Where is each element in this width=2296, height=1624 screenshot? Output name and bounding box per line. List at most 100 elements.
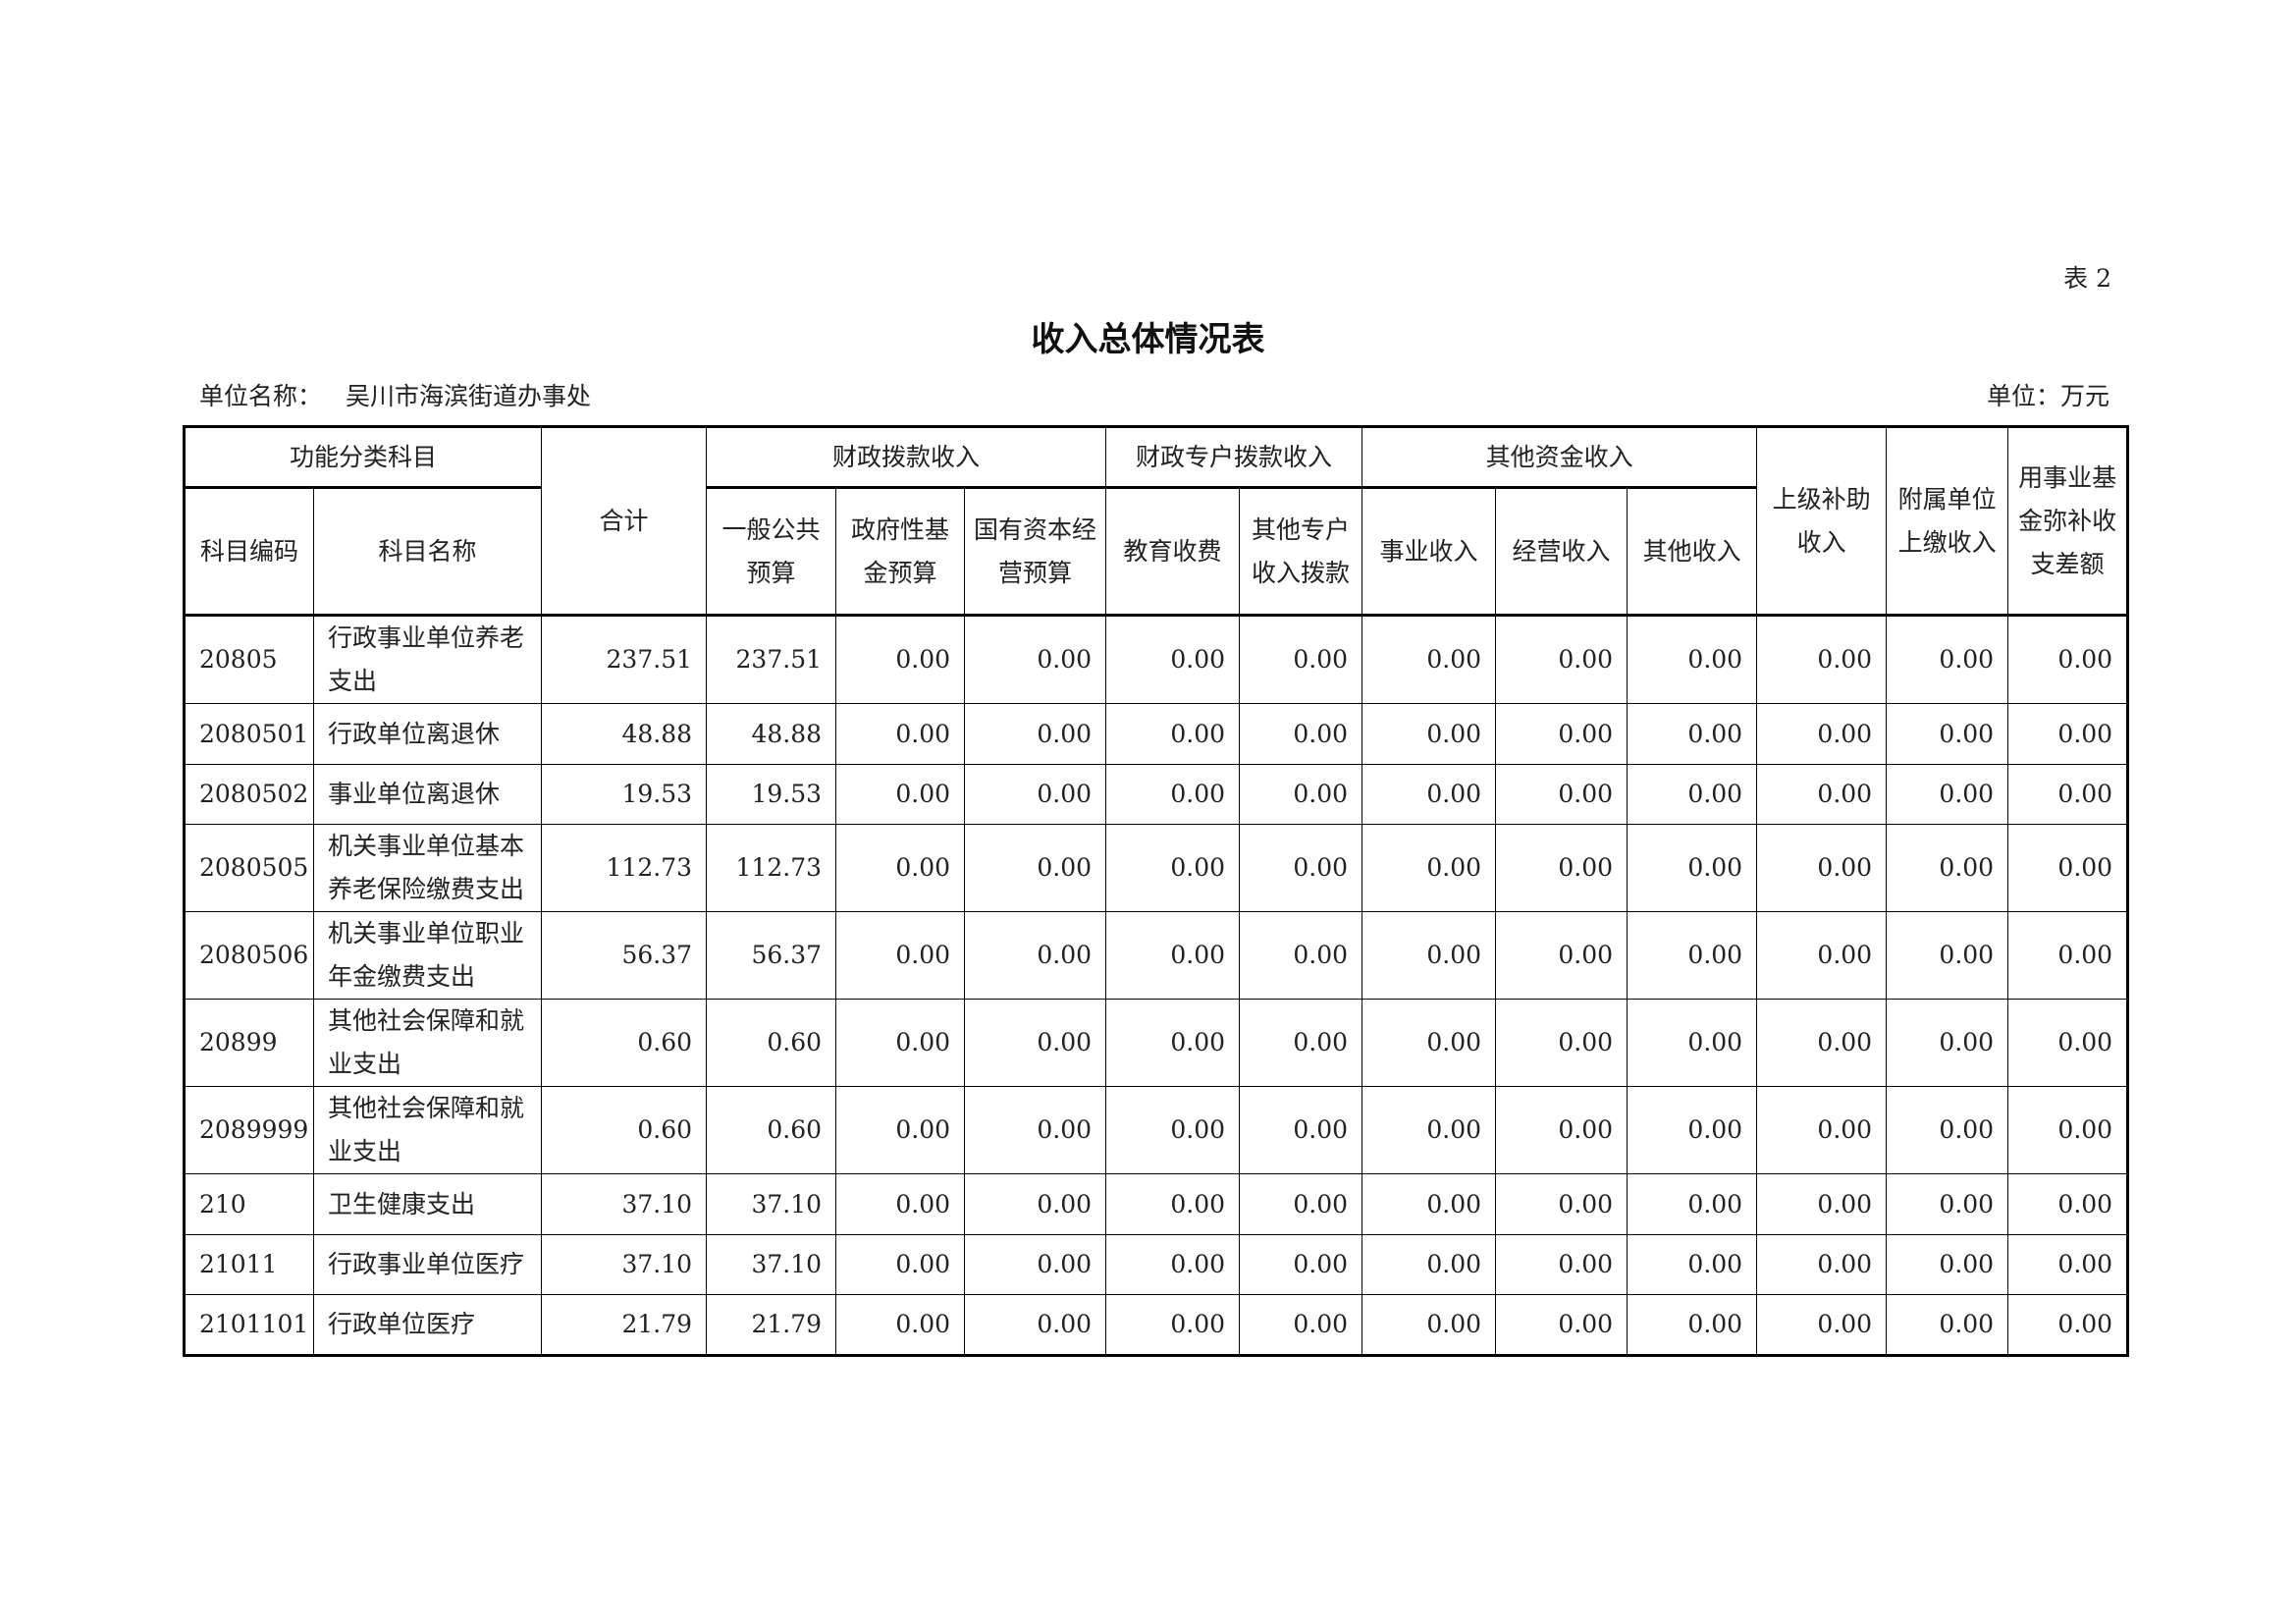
cell-value: 19.53 — [706, 764, 837, 825]
cell-code: 21011 — [184, 1234, 314, 1295]
cell-value: 0.00 — [1495, 911, 1629, 1000]
cell-value: 56.37 — [541, 911, 708, 1000]
cell-value: 0.00 — [1239, 999, 1363, 1087]
cell-value: 0.00 — [964, 999, 1107, 1087]
table-row: 210 卫生健康支出 37.10 37.10 0.00 0.00 0.00 0.00 0.00 0… — [184, 1173, 2129, 1235]
cell-value: 37.10 — [541, 1234, 708, 1295]
cell-value: 48.88 — [706, 703, 837, 765]
cell-value: 37.10 — [541, 1173, 708, 1235]
cell-value: 0.00 — [964, 911, 1107, 1000]
cell-value: 0.00 — [1495, 764, 1629, 825]
cell-value: 19.53 — [541, 764, 708, 825]
cell-code: 2080506 — [184, 911, 314, 1000]
cell-value: 237.51 — [541, 615, 708, 704]
cell-value: 0.00 — [1239, 911, 1363, 1000]
cell-value: 0.00 — [1756, 824, 1888, 912]
table-row: 2089999 其他社会保障和就业支出 0.60 0.60 0.00 0.00 0.00 0.… — [184, 1086, 2129, 1174]
cell-value: 48.88 — [541, 703, 708, 765]
cell-value: 0.00 — [1362, 703, 1497, 765]
header-name: 科目名称 — [312, 487, 543, 617]
cell-value: 0.00 — [1239, 615, 1363, 704]
cell-value: 0.00 — [1239, 703, 1363, 765]
header-business: 事业收入 — [1362, 487, 1497, 617]
cell-value: 0.00 — [1495, 824, 1629, 912]
cell-value: 0.00 — [835, 824, 966, 912]
cell-value: 0.00 — [1362, 1086, 1497, 1174]
cell-value: 0.00 — [1239, 1086, 1363, 1174]
cell-name: 事业单位离退休 — [312, 764, 543, 825]
cell-value: 0.00 — [964, 1234, 1107, 1295]
cell-value: 0.60 — [541, 999, 708, 1087]
cell-value: 0.00 — [835, 615, 966, 704]
header-superior-subsidy: 上级补助收入 — [1756, 426, 1888, 617]
cell-code: 20805 — [184, 615, 314, 704]
cell-value: 112.73 — [706, 824, 837, 912]
cell-value: 0.00 — [1495, 1234, 1629, 1295]
cell-value: 0.00 — [1886, 1173, 2009, 1235]
header-fund-balance: 用事业基金弥补收支差额 — [2007, 426, 2129, 617]
cell-value: 0.00 — [1362, 999, 1497, 1087]
cell-value: 0.00 — [1886, 911, 2009, 1000]
cell-value: 0.00 — [964, 1086, 1107, 1174]
cell-value: 0.00 — [2007, 764, 2129, 825]
header-subject-group: 功能分类科目 — [183, 426, 543, 489]
page-title: 收入总体情况表 — [1031, 320, 1265, 359]
cell-value: 0.00 — [1105, 764, 1241, 825]
cell-value: 0.00 — [1362, 911, 1497, 1000]
cell-value: 0.00 — [1627, 911, 1758, 1000]
cell-name: 其他社会保障和就业支出 — [312, 1086, 543, 1174]
cell-value: 0.00 — [1627, 999, 1758, 1087]
cell-value: 0.00 — [835, 911, 966, 1000]
cell-name: 行政事业单位医疗 — [312, 1234, 543, 1295]
cell-value: 0.60 — [706, 1086, 837, 1174]
cell-value: 21.79 — [706, 1294, 837, 1356]
cell-value: 0.00 — [1362, 1234, 1497, 1295]
cell-value: 0.00 — [835, 1173, 966, 1235]
cell-value: 0.00 — [1362, 764, 1497, 825]
cell-value: 0.00 — [2007, 703, 2129, 765]
table-number: 表 2 — [2063, 264, 2111, 293]
cell-value: 0.00 — [1627, 1173, 1758, 1235]
header-general: 一般公共预算 — [706, 487, 837, 617]
cell-value: 0.00 — [1627, 824, 1758, 912]
header-state-capital: 国有资本经营预算 — [964, 487, 1107, 617]
header-other-group: 其他资金收入 — [1362, 426, 1758, 489]
cell-value: 0.60 — [706, 999, 837, 1087]
cell-value: 0.00 — [1105, 615, 1241, 704]
header-operating: 经营收入 — [1495, 487, 1629, 617]
table-row: 21011 行政事业单位医疗 37.10 37.10 0.00 0.00 0.00 0.00 0… — [184, 1234, 2129, 1295]
cell-value: 0.00 — [1756, 1294, 1888, 1356]
table-body: 20805 行政事业单位养老支出 237.51 237.51 0.00 0.00 0.00 0… — [184, 615, 2129, 1356]
cell-value: 0.00 — [1886, 999, 2009, 1087]
cell-code: 2080505 — [184, 824, 314, 912]
cell-value: 112.73 — [541, 824, 708, 912]
cell-value: 0.00 — [1105, 703, 1241, 765]
cell-value: 0.00 — [1239, 1234, 1363, 1295]
cell-code: 2089999 — [184, 1086, 314, 1174]
cell-value: 0.00 — [1362, 1173, 1497, 1235]
cell-name: 行政单位医疗 — [312, 1294, 543, 1356]
cell-value: 0.00 — [964, 824, 1107, 912]
cell-value: 0.00 — [1105, 911, 1241, 1000]
cell-name: 卫生健康支出 — [312, 1173, 543, 1235]
cell-value: 0.00 — [835, 1234, 966, 1295]
header-gov-fund: 政府性基金预算 — [835, 487, 966, 617]
unit-name: 单位名称： 吴川市海滨街道办事处 — [199, 377, 614, 412]
cell-value: 0.00 — [1627, 703, 1758, 765]
cell-value: 0.00 — [1495, 615, 1629, 704]
cell-value: 0.00 — [1495, 1294, 1629, 1356]
cell-value: 0.00 — [2007, 999, 2129, 1087]
header-affiliated: 附属单位上缴收入 — [1886, 426, 2009, 617]
cell-value: 0.00 — [1886, 824, 2009, 912]
cell-value: 0.00 — [2007, 911, 2129, 1000]
table-row: 2080506 机关事业单位职业年金缴费支出 56.37 56.37 0.00 0.00 0… — [184, 911, 2129, 1000]
cell-value: 0.00 — [1495, 1173, 1629, 1235]
cell-value: 0.00 — [1627, 1294, 1758, 1356]
cell-value: 37.10 — [706, 1234, 837, 1295]
cell-value: 0.00 — [1886, 1234, 2009, 1295]
unit-name-label: 单位名称： — [199, 382, 323, 410]
cell-name: 机关事业单位职业年金缴费支出 — [312, 911, 543, 1000]
cell-value: 0.00 — [1627, 615, 1758, 704]
cell-value: 0.00 — [1105, 999, 1241, 1087]
unit-label: 单位：万元 — [1986, 382, 2109, 410]
